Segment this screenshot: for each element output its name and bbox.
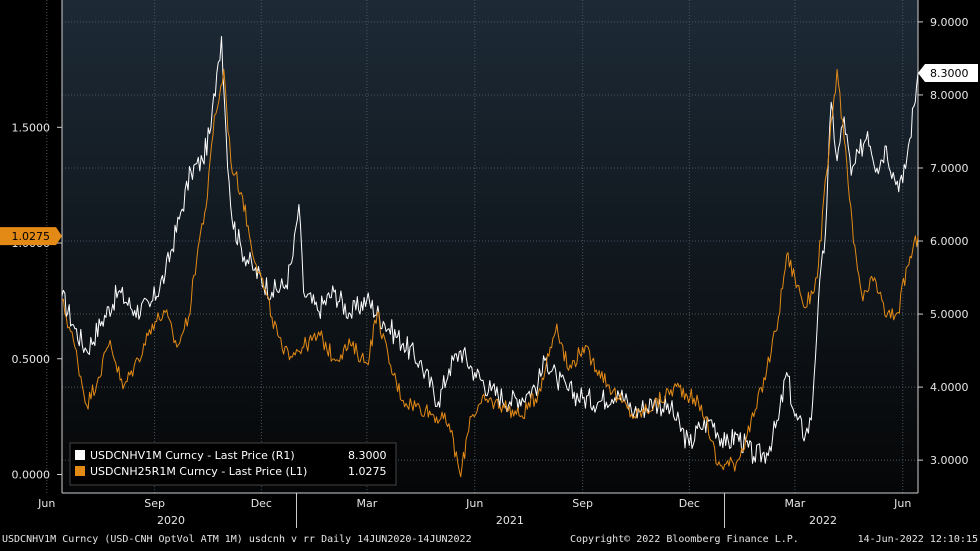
legend-swatch-rr	[75, 466, 85, 476]
value-labels: 8.3000 1.0275	[0, 64, 978, 246]
year-label: 2021	[496, 514, 524, 527]
left-last-value-text: 1.0275	[12, 230, 51, 243]
x-tick-label: Jun	[465, 497, 483, 510]
right-tick-label: 4.0000	[930, 381, 969, 394]
x-tick-label: Jun	[37, 497, 55, 510]
right-last-value-text: 8.3000	[930, 67, 969, 80]
legend-value-rr: 1.0275	[348, 465, 387, 478]
left-tick-label: 0.5000	[12, 353, 51, 366]
right-tick-label: 6.0000	[930, 235, 969, 248]
right-tick-label: 8.0000	[930, 89, 969, 102]
x-tick-label: Mar	[356, 497, 377, 510]
x-tick-label: Dec	[251, 497, 272, 510]
year-label: 2020	[157, 514, 185, 527]
gridlines	[46, 0, 918, 493]
right-tick-label: 7.0000	[930, 162, 969, 175]
legend-label-rr: USDCNH25R1M Curncy - Last Price (L1)	[90, 465, 307, 478]
series-line-vol	[61, 36, 919, 464]
legend: USDCNHV1M Curncy - Last Price (R1) 8.300…	[69, 442, 397, 486]
x-tick-label: Sep	[572, 497, 593, 510]
series-layer	[61, 36, 919, 478]
right-last-value-flag	[918, 64, 978, 83]
legend-swatch-vol	[75, 450, 85, 460]
footer-copyright: Copyright© 2022 Bloomberg Finance L.P.	[570, 534, 799, 545]
legend-label-vol: USDCNHV1M Curncy - Last Price (R1)	[90, 449, 295, 462]
left-tick-label: 0.0000	[12, 468, 51, 481]
left-last-value-flag	[0, 227, 62, 246]
x-tick-label: Sep	[144, 497, 165, 510]
plot-area	[62, 0, 918, 493]
left-tick-label: 1.5000	[12, 121, 51, 134]
year-label: 2022	[809, 514, 837, 527]
footer-timestamp: 14-Jun-2022 12:10:15	[858, 534, 978, 545]
legend-value-vol: 8.3000	[348, 449, 387, 462]
x-tick-label: Mar	[784, 497, 805, 510]
legend-box	[69, 442, 397, 486]
series-line-rr	[61, 68, 919, 478]
x-tick-label: Dec	[679, 497, 700, 510]
footer-description: USDCNHV1M Curncy (USD-CNH OptVol ATM 1M)…	[2, 534, 472, 545]
x-tick-label: Jun	[893, 497, 911, 510]
right-tick-label: 3.0000	[930, 454, 969, 467]
right-tick-label: 5.0000	[930, 308, 969, 321]
right-tick-label: 9.0000	[930, 16, 969, 29]
